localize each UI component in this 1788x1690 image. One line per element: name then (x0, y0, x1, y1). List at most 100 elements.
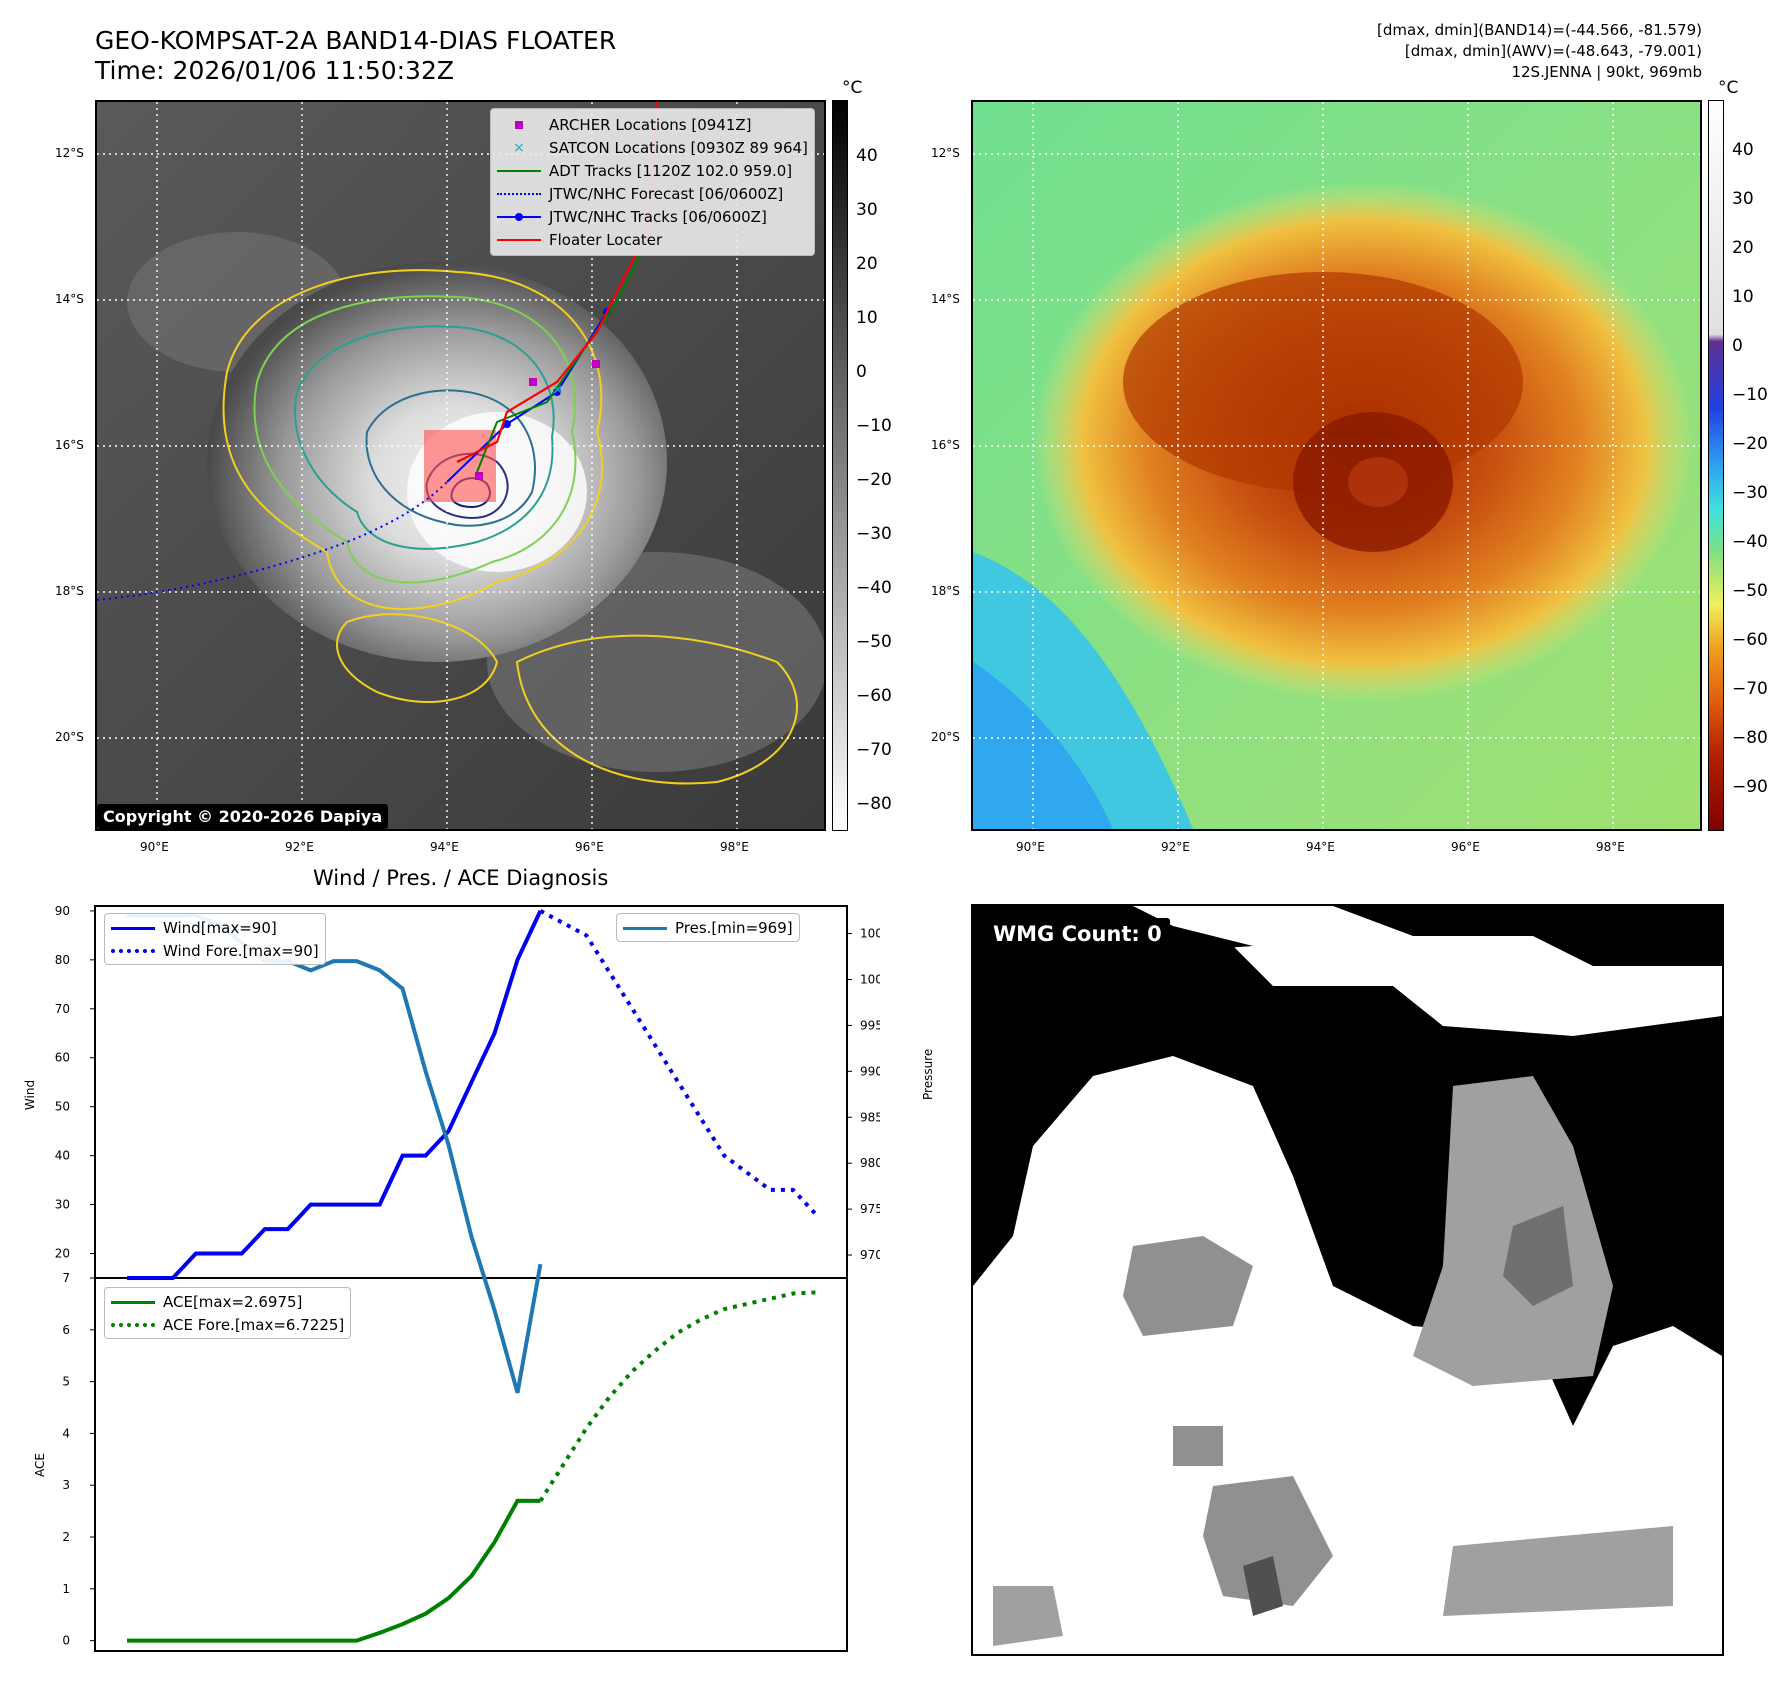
ace-tick-label: 0 (62, 1634, 70, 1648)
ace-tick-label: 1 (62, 1582, 70, 1596)
ace-tick-label: 3 (62, 1478, 70, 1492)
colorbar-tick: 30 (1732, 189, 1754, 209)
wind-tick-label: 60 (55, 1051, 70, 1065)
legend-pressure: Pres.[min=969] (623, 916, 793, 939)
ace-tick-label: 2 (62, 1530, 70, 1544)
colorbar-tick: −30 (856, 524, 892, 544)
colorbar-tick: −90 (1732, 777, 1768, 797)
pressure-tick-label: 970 (860, 1248, 880, 1262)
pressure-tick-label: 975 (860, 1202, 880, 1216)
lat-label: 20°S (931, 730, 960, 744)
legend-ace-fore: ACE Fore.[max=6.7225] (111, 1313, 344, 1336)
dmax-band14: [dmax, dmin](BAND14)=(-44.566, -81.579) (1377, 21, 1702, 39)
wind-tick-label: 90 (55, 904, 70, 918)
lat-label: 12°S (931, 146, 960, 160)
colorbar-tick: −60 (1732, 630, 1768, 650)
pressure-tick-label: 1005 (860, 927, 880, 941)
diagnosis-title: Wind / Pres. / ACE Diagnosis (313, 866, 609, 890)
colorbar-tick: 30 (856, 200, 878, 220)
colorbar-unit: °C (1718, 78, 1739, 98)
figure-time: Time: 2026/01/06 11:50:32Z (95, 56, 454, 85)
wind-legend: Wind[max=90] Wind Fore.[max=90] (104, 913, 326, 965)
ace-axis-label: ACE (33, 1453, 47, 1477)
lon-label: 94°E (430, 840, 459, 854)
lon-label: 94°E (1306, 840, 1335, 854)
colorbar-tick: −50 (856, 632, 892, 652)
ir-color-svg (973, 102, 1700, 829)
wmg-svg (973, 906, 1722, 1654)
storm-info: 12S.JENNA | 90kt, 969mb (1511, 63, 1702, 81)
color-map-gridlines (973, 102, 1700, 829)
lon-label: 96°E (1451, 840, 1480, 854)
lon-label: 98°E (1596, 840, 1625, 854)
lat-label: 14°S (931, 292, 960, 306)
colorbar-tick: 10 (1732, 287, 1754, 307)
ace-tick-label: 6 (62, 1323, 70, 1337)
ir-grayscale-map: × ARCHER Locations [0941Z] × SATCON Locat… (95, 100, 826, 831)
series-ace-forecast (538, 1290, 817, 1502)
wind-tick-label: 80 (55, 953, 70, 967)
lat-label: 12°S (55, 146, 84, 160)
colorbar-tick: 0 (856, 362, 867, 382)
figure-title: GEO-KOMPSAT-2A BAND14-DIAS FLOATER (95, 26, 617, 55)
colorbar-tick: −40 (1732, 532, 1768, 552)
legend-floater: Floater Locater (497, 228, 808, 251)
colorbar-tick: 10 (856, 308, 878, 328)
colorbar-tick: −60 (856, 686, 892, 706)
lat-label: 18°S (931, 584, 960, 598)
ace-tick-label: 4 (62, 1426, 70, 1440)
pressure-legend: Pres.[min=969] (616, 913, 800, 942)
colorbar-tick: −20 (856, 470, 892, 490)
colorbar-unit: °C (842, 78, 863, 98)
lat-label: 18°S (55, 584, 84, 598)
ace-tick-label: 7 (62, 1271, 70, 1285)
wind-tick-label: 50 (55, 1100, 70, 1114)
colorbar-grayscale (832, 100, 848, 831)
legend-wind: Wind[max=90] (111, 916, 319, 939)
map-legend: ARCHER Locations [0941Z] × SATCON Locatio… (490, 108, 815, 256)
lat-label: 16°S (55, 438, 84, 452)
wmg-panel: WMG Count: 0 (971, 904, 1724, 1656)
ace-tick-label: 5 (62, 1375, 70, 1389)
colorbar-tick: 20 (1732, 238, 1754, 258)
series-wind (127, 910, 543, 1280)
colorbar-tick: −30 (1732, 483, 1768, 503)
colorbar-tick: −80 (856, 794, 892, 814)
colorbar-tick: −50 (1732, 581, 1768, 601)
lat-label: 20°S (55, 730, 84, 744)
colorbar-tick: 40 (856, 146, 878, 166)
legend-wind-fore: Wind Fore.[max=90] (111, 939, 319, 962)
lon-label: 96°E (575, 840, 604, 854)
legend-jtwc: JTWC/NHC Tracks [06/0600Z] (497, 205, 808, 228)
wmg-count-badge: WMG Count: 0 (985, 918, 1170, 950)
lon-label: 90°E (1016, 840, 1045, 854)
pressure-tick-label: 990 (860, 1064, 880, 1078)
copyright-badge: Copyright © 2020-2026 Dapiya (97, 804, 389, 829)
ir-color-map (971, 100, 1702, 831)
pressure-tick-label: 995 (860, 1018, 880, 1032)
dmax-awv: [dmax, dmin](AWV)=(-48.643, -79.001) (1404, 42, 1702, 60)
legend-archer: ARCHER Locations [0941Z] (497, 113, 808, 136)
lat-label: 14°S (55, 292, 84, 306)
colorbar-tick: −40 (856, 578, 892, 598)
legend-adt: ADT Tracks [1120Z 102.0 959.0] (497, 159, 808, 182)
colorbar-color (1708, 100, 1724, 831)
pressure-axis-label-outer: Pressure (921, 1048, 935, 1100)
colorbar-tick: −80 (1732, 728, 1768, 748)
lon-label: 90°E (140, 840, 169, 854)
wind-axis-label: Wind (23, 1080, 37, 1110)
legend-satcon: × SATCON Locations [0930Z 89 964] (513, 138, 808, 157)
colorbar-tick: −70 (1732, 679, 1768, 699)
wind-tick-label: 70 (55, 1002, 70, 1016)
colorbar-tick: −20 (1732, 434, 1768, 454)
legend-ace: ACE[max=2.6975] (111, 1290, 344, 1313)
series-ace (127, 1498, 541, 1643)
floater-box (424, 430, 496, 502)
wind-tick-label: 30 (55, 1198, 70, 1212)
colorbar-tick: 0 (1732, 336, 1743, 356)
wind-tick-label: 20 (55, 1247, 70, 1261)
lon-label: 98°E (720, 840, 749, 854)
lat-label: 16°S (931, 438, 960, 452)
